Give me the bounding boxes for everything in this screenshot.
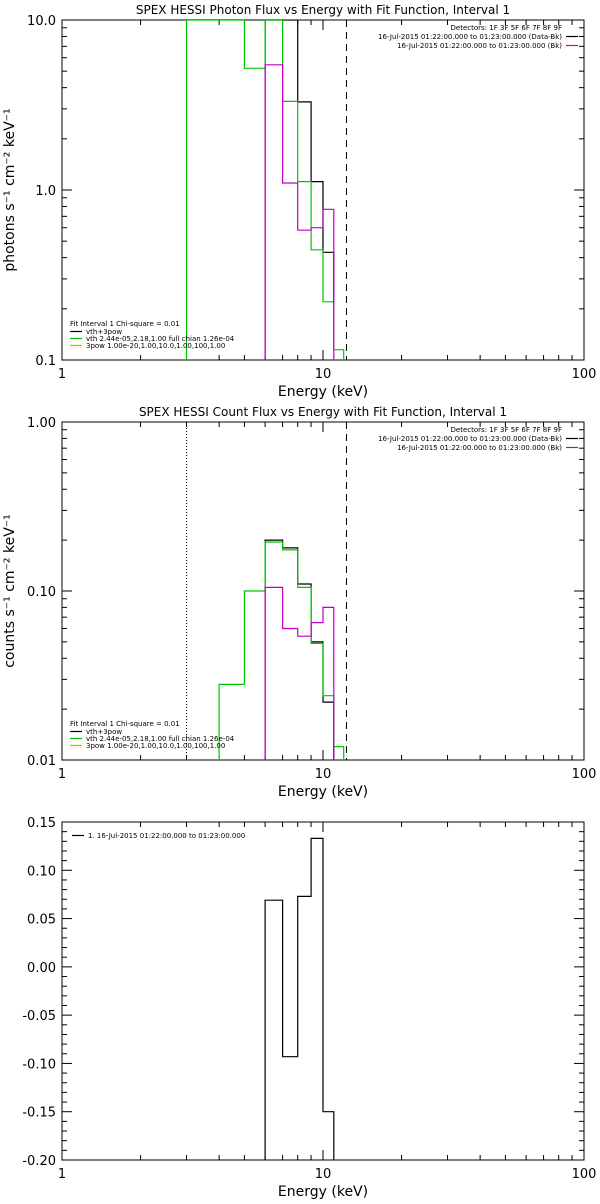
y-tick-label: 1.00 bbox=[27, 416, 56, 431]
fit-legend: Fit Interval 1 Chi-square = 0.01vth+3pow… bbox=[70, 720, 235, 750]
y-tick-label: 0.15 bbox=[27, 816, 56, 831]
y-axis-label: photons s⁻¹ cm⁻² keV⁻¹ bbox=[2, 108, 18, 271]
header-legend-text: 16-Jul-2015 01:22:00.000 to 01:23:00.000… bbox=[397, 444, 562, 452]
header-legend-text: 16-Jul-2015 01:22:00.000 to 01:23:00.000… bbox=[378, 435, 562, 443]
x-tick-label: 1 bbox=[58, 1167, 66, 1182]
chart-title: SPEX HESSI Photon Flux vs Energy with Fi… bbox=[136, 3, 510, 17]
y-tick-label: -0.15 bbox=[22, 1106, 56, 1121]
y-tick-label: 1.0 bbox=[35, 184, 56, 199]
fit-legend-text: vth+3pow bbox=[86, 728, 122, 736]
series-step-1 bbox=[264, 20, 335, 360]
header-legend-text: 16-Jul-2015 01:22:00.000 to 01:23:00.000… bbox=[397, 42, 562, 50]
series-step-1 bbox=[264, 539, 335, 760]
residual-legend-text: 1. 16-Jul-2015 01:22:00.000 to 01:23:00.… bbox=[88, 832, 245, 840]
x-axis-label: Energy (keV) bbox=[278, 784, 368, 800]
y-tick-label: 0.10 bbox=[27, 864, 56, 879]
y-axis-ticks: 0.1 1.0 10.0 bbox=[27, 14, 584, 369]
series-step-2 bbox=[218, 541, 345, 760]
data-area bbox=[264, 837, 335, 1160]
header-legend-text: 16-Jul-2015 01:22:00.000 to 01:23:00.000… bbox=[378, 33, 562, 41]
x-tick-label: 10 bbox=[315, 1167, 332, 1182]
y-axis-label: counts s⁻¹ cm⁻² keV⁻¹ bbox=[2, 514, 18, 668]
y-tick-label: 10.0 bbox=[27, 14, 56, 29]
fit-legend-text: vth 2.44e-05,2.18,1.00 full chian 1.26e-… bbox=[86, 335, 235, 343]
header-legend-text: Detectors: 1F 3F 5F 6F 7F 8F 9F bbox=[451, 24, 562, 32]
y-tick-label: -0.20 bbox=[22, 1154, 56, 1169]
y-axis-ticks: 0.01 0.10 1.00 bbox=[27, 416, 584, 769]
data-area bbox=[185, 20, 347, 360]
header-legend-text: Detectors: 1F 3F 5F 6F 7F 8F 9F bbox=[451, 426, 562, 434]
x-axis-label: Energy (keV) bbox=[278, 384, 368, 400]
y-axis-ticks: -0.20 -0.15 -0.10 -0.05 0.00 0.05 0.10 0.15 bbox=[22, 816, 584, 1169]
y-tick-label: -0.05 bbox=[22, 1009, 56, 1024]
chart-panel-3: 1 10 100 Energy (keV) -0.20 -0.15 -0.10 -0.05 0.… bbox=[22, 816, 596, 1200]
fit-legend-text: vth 2.44e-05,2.18,1.00 full chian 1.26e-… bbox=[86, 735, 235, 743]
fit-legend-title: Fit Interval 1 Chi-square = 0.01 bbox=[70, 320, 180, 328]
fit-legend: Fit Interval 1 Chi-square = 0.01vth+3pow… bbox=[70, 320, 235, 350]
data-area bbox=[186, 422, 347, 760]
fit-legend-text: 3pow 1.00e-20,1.00,10.0,1.00,100,1.00 bbox=[86, 742, 225, 750]
y-tick-label: -0.10 bbox=[22, 1057, 56, 1072]
series-step-3 bbox=[264, 64, 335, 360]
x-tick-label: 10 bbox=[315, 367, 332, 382]
fit-legend-text: 3pow 1.00e-20,1.00,10.0,1.00,100,1.00 bbox=[86, 342, 225, 350]
series-step-3 bbox=[264, 586, 335, 760]
plot-frame bbox=[61, 421, 585, 761]
x-axis-ticks: 1 10 100 bbox=[58, 822, 597, 1182]
chart-panel-1: 1 10 100 Energy (keV) 0.1 1.0 10.0 photons s⁻¹ … bbox=[2, 3, 596, 400]
x-tick-label: 100 bbox=[572, 1167, 597, 1182]
y-tick-label: 0.10 bbox=[27, 585, 56, 600]
fit-legend-title: Fit Interval 1 Chi-square = 0.01 bbox=[70, 720, 180, 728]
chart-title: SPEX HESSI Count Flux vs Energy with Fit… bbox=[139, 405, 507, 419]
y-tick-label: 0.01 bbox=[27, 754, 56, 769]
y-tick-label: 0.05 bbox=[27, 913, 56, 928]
residual-legend: 1. 16-Jul-2015 01:22:00.000 to 01:23:00.… bbox=[72, 832, 245, 840]
header-legend: Detectors: 1F 3F 5F 6F 7F 8F 9F16-Jul-20… bbox=[378, 24, 578, 50]
y-tick-label: 0.1 bbox=[35, 354, 56, 369]
chart-panel-2: 1 10 100 Energy (keV) 0.01 0.10 1.00 counts s⁻¹… bbox=[2, 405, 596, 800]
x-tick-label: 1 bbox=[58, 767, 66, 782]
x-tick-label: 100 bbox=[572, 367, 597, 382]
y-tick-label: 0.00 bbox=[27, 961, 56, 976]
x-axis-ticks: 1 10 100 bbox=[58, 422, 597, 782]
fit-legend-text: vth+3pow bbox=[86, 328, 122, 336]
x-axis-label: Energy (keV) bbox=[278, 1184, 368, 1200]
x-tick-label: 100 bbox=[572, 767, 597, 782]
x-tick-label: 1 bbox=[58, 367, 66, 382]
x-tick-label: 10 bbox=[315, 767, 332, 782]
series-step-1 bbox=[264, 837, 335, 1160]
header-legend: Detectors: 1F 3F 5F 6F 7F 8F 9F16-Jul-20… bbox=[378, 426, 578, 452]
